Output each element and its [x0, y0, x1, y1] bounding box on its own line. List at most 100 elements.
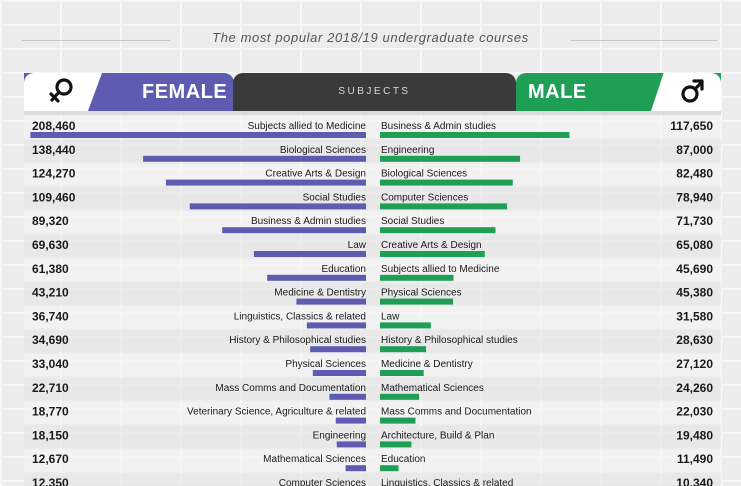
female-symbol-icon	[49, 78, 73, 103]
chart-row-band	[24, 163, 721, 186]
female-value-label: 138,440	[32, 143, 76, 157]
female-subject-label: Engineering	[313, 430, 366, 441]
male-subject-label: Biological Sciences	[381, 169, 467, 180]
female-subject-label: Education	[322, 264, 366, 275]
male-value-label: 82,480	[676, 167, 713, 181]
male-bar	[380, 370, 424, 376]
female-value-label: 109,460	[32, 190, 76, 204]
female-bar	[267, 274, 366, 281]
chart-row-band	[24, 330, 721, 353]
male-subject-label: Business & Admin studies	[381, 121, 496, 132]
male-bar	[380, 298, 454, 305]
male-bar	[380, 465, 399, 472]
female-value-label: 124,270	[32, 167, 76, 181]
male-bar	[380, 346, 427, 353]
female-subject-label: Social Studies	[303, 192, 366, 203]
female-bar	[306, 322, 366, 329]
female-subject-label: Veterinary Science, Agriculture & relate…	[187, 407, 366, 418]
male-subject-label: Law	[381, 311, 400, 322]
male-value-label: 65,080	[676, 238, 713, 252]
male-value-label: 19,480	[676, 428, 713, 442]
male-symbol-icon	[681, 79, 704, 103]
female-subject-label: Linguistics, Classics & related	[234, 311, 366, 322]
male-value-label: 28,630	[676, 333, 713, 347]
female-value-label: 34,690	[32, 333, 69, 347]
female-value-label: 22,710	[32, 381, 69, 395]
female-value-label: 89,320	[32, 214, 69, 228]
female-bar	[165, 179, 366, 186]
male-subject-label: Social Studies	[381, 216, 444, 227]
male-header-tab: MALE	[516, 73, 721, 111]
chart-row-band	[24, 258, 721, 282]
female-subject-label: History & Philosophical studies	[229, 335, 366, 346]
male-bar	[380, 417, 416, 424]
male-value-label: 78,940	[676, 190, 713, 204]
male-subject-label: Subjects allied to Medicine	[381, 264, 500, 275]
female-value-label: 61,380	[32, 262, 69, 276]
female-bar	[345, 465, 366, 472]
male-subject-label: Linguistics, Classics & related	[381, 478, 513, 486]
female-bar	[336, 441, 366, 448]
chart-row-band	[24, 377, 721, 401]
female-value-label: 18,770	[32, 405, 69, 419]
chart-row-band	[24, 473, 721, 486]
male-subject-label: Creative Arts & Design	[381, 240, 482, 251]
female-label: FEMALE	[142, 81, 228, 103]
female-value-label: 69,630	[32, 238, 69, 252]
male-bar	[380, 251, 485, 257]
male-bar	[380, 441, 412, 448]
male-value-label: 45,380	[676, 286, 713, 300]
chart-row-band	[24, 139, 721, 163]
female-bar	[30, 132, 367, 138]
male-bar	[380, 132, 570, 138]
male-label: MALE	[528, 81, 587, 103]
male-value-label: 45,690	[676, 262, 713, 276]
female-bar	[143, 155, 366, 162]
female-value-label: 12,670	[32, 452, 69, 466]
male-value-label: 27,120	[676, 357, 713, 371]
female-bar	[253, 251, 366, 257]
female-symbol-box	[24, 73, 102, 111]
female-value-label: 43,210	[32, 286, 69, 300]
male-subject-label: Engineering	[381, 145, 434, 156]
female-bar	[329, 393, 366, 400]
male-subject-label: Mass Comms and Documentation	[381, 407, 532, 418]
male-value-label: 11,490	[677, 452, 713, 466]
male-value-label: 10,340	[676, 476, 713, 486]
male-bar	[380, 227, 496, 234]
male-value-label: 71,730	[676, 214, 713, 228]
chart-row-band	[24, 211, 721, 234]
male-bar	[380, 393, 420, 400]
male-subject-label: Education	[381, 454, 425, 465]
female-subject-label: Subjects allied to Medicine	[248, 121, 367, 132]
male-bar	[380, 179, 513, 186]
female-subject-label: Creative Arts & Design	[265, 169, 366, 180]
male-symbol-box	[651, 73, 721, 111]
male-subject-label: Computer Sciences	[381, 192, 468, 203]
female-bar	[335, 417, 366, 424]
subjects-label: SUBJECTS	[338, 86, 411, 97]
chart-row-band	[24, 401, 721, 424]
chart-row-band	[24, 354, 721, 377]
male-subject-label: Architecture, Build & Plan	[381, 430, 494, 441]
male-subject-label: Medicine & Dentistry	[381, 359, 473, 370]
female-subject-label: Mass Comms and Documentation	[215, 383, 366, 394]
male-subject-label: History & Philosophical studies	[381, 335, 518, 346]
male-value-label: 117,650	[670, 119, 713, 133]
female-value-label: 18,150	[32, 428, 69, 442]
male-subject-label: Mathematical Sciences	[381, 383, 484, 394]
female-subject-label: Business & Admin studies	[251, 216, 366, 227]
subjects-header-tab: SUBJECTS	[233, 73, 516, 111]
female-bar	[296, 298, 366, 305]
chart-row-band	[24, 449, 721, 472]
female-bar	[310, 346, 366, 353]
female-subject-label: Law	[348, 240, 367, 251]
male-bar	[380, 155, 521, 162]
female-bar	[189, 203, 366, 210]
chart-row-band	[24, 306, 721, 329]
male-value-label: 31,580	[676, 309, 713, 323]
female-subject-label: Biological Sciences	[280, 145, 366, 156]
subtitle-rule-left	[22, 40, 170, 41]
male-value-label: 22,030	[676, 405, 713, 419]
